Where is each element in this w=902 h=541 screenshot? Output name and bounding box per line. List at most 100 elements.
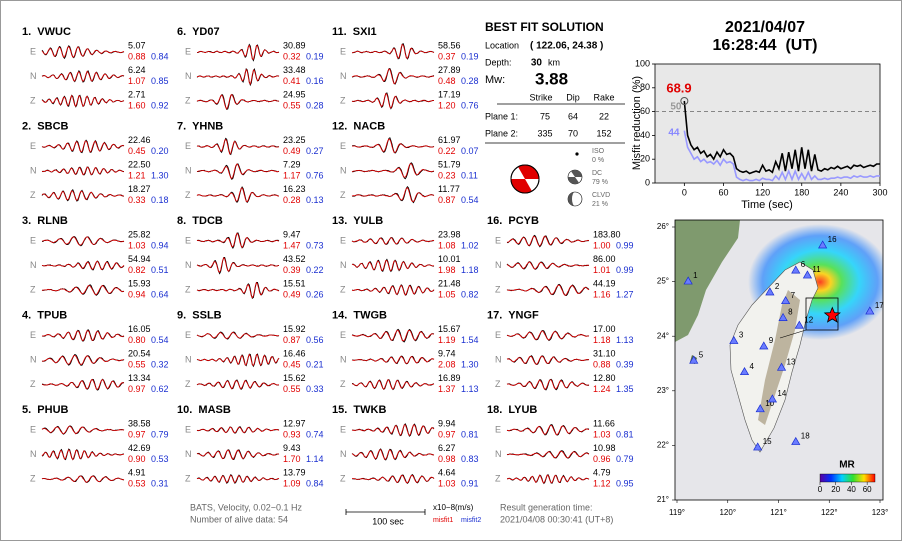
misfit2: 1.13 [616,335,634,345]
misfit1: 0.39 [283,265,301,275]
misfit1: 0.97 [128,429,146,439]
component: E [340,424,346,434]
station-title: 17. YNGF [487,309,539,321]
x-axis-label: Time (sec) [741,199,793,211]
part-name: DC [592,170,602,177]
plane-label: Plane 2: [485,128,518,138]
misfit2: 0.92 [151,100,169,110]
station-label: 15 [763,437,772,446]
misfit2: 0.85 [151,76,169,86]
amplitude: 7.29 [283,159,301,169]
misfit1: 1.37 [438,384,456,394]
map-x-tick-label: 121° [770,508,787,517]
station-label: 9 [769,336,774,345]
waveform-synthetic [506,450,590,459]
misfit2: 0.74 [306,429,324,439]
amplitude: 31.10 [593,348,616,358]
y-tick-label: 40 [640,130,650,140]
legend-misfit2: misfit2 [461,517,481,524]
misfit1: 1.08 [438,240,456,250]
misfit-line [683,130,880,182]
amplitude: 12.80 [593,373,616,383]
component: Z [30,284,36,294]
amplitude: 23.98 [438,229,461,239]
waveform-synthetic [352,68,434,85]
component: E [185,424,191,434]
misfit2: 0.79 [616,454,634,464]
station-marker [759,341,769,350]
waveform-synthetic [351,284,435,296]
station-title: 7. YHNB [177,120,223,132]
waveform-synthetic [351,356,435,364]
misfit2: 0.95 [616,478,634,488]
component: Z [340,95,346,105]
amplitude: 5.07 [128,40,146,50]
misfit2: 0.81 [461,429,479,439]
misfit2: 0.22 [306,265,324,275]
station-label: 12 [804,315,813,324]
misfit1: 1.19 [438,335,456,345]
part-name: ISO [592,148,605,155]
component: E [185,46,191,56]
misfit2: 0.56 [306,335,324,345]
station-label: 6 [801,260,806,269]
misfit2: 1.35 [616,384,634,394]
misfit1: 1.03 [438,478,456,488]
misfit1: 0.90 [128,454,146,464]
y-tick-label: 80 [640,82,650,92]
misfit1: 0.94 [128,289,146,299]
misfit2: 0.64 [151,289,169,299]
waveform-synthetic [41,475,125,483]
station-label: 5 [699,350,704,359]
waveform-synthetic [42,166,124,176]
misfit1: 0.49 [283,146,301,156]
station-label: 8 [788,308,793,317]
station-title: 14. TWGB [332,309,387,321]
station-label: 13 [787,357,796,366]
amplitude: 12.97 [283,418,306,428]
part-name: CLVD [592,192,610,199]
amplitude: 16.23 [283,184,306,194]
amplitude: 17.00 [593,324,616,334]
station-label: 1 [693,271,698,280]
amplitude: 2.71 [128,89,146,99]
misfit1: 0.37 [438,51,456,61]
colorbar-tick-label: 60 [863,485,872,494]
misfit2: 0.11 [461,170,478,180]
station-title: 15. TWKB [332,404,386,416]
station-title: 2. SBCB [22,120,69,132]
waveform-synthetic [42,378,125,390]
x-tick-label: 240 [833,187,848,197]
x-tick-label: 300 [872,187,887,197]
misfit-line [683,100,880,175]
component: Z [340,473,346,483]
station-marker [776,362,787,371]
x-tick-label: 60 [718,187,728,197]
component: N [185,71,192,81]
station-marker [791,436,801,445]
misfit1: 1.00 [593,240,611,250]
station-label: 3 [739,331,744,340]
amplitude: 30.89 [283,40,306,50]
plane-value: 75 [540,111,550,121]
amplitude: 58.56 [438,40,461,50]
waveform-synthetic [41,449,125,461]
amplitude: 6.27 [438,443,456,453]
amplitude: 33.48 [283,65,306,75]
component: Z [340,284,346,294]
depth-unit: km [548,57,560,67]
solution-title: BEST FIT SOLUTION [485,20,604,34]
misfit1: 0.45 [283,359,301,369]
misfit1: 1.12 [593,478,611,488]
misfit2: 1.02 [461,240,479,250]
station-title: 3. RLNB [22,215,68,227]
beachball [510,164,540,194]
map-y-tick-label: 22° [657,441,669,450]
misfit1: 0.97 [438,429,456,439]
component: Z [495,284,501,294]
waveform-synthetic [197,353,280,366]
misfit1: 1.18 [593,335,611,345]
waveform-synthetic [352,92,435,109]
amplitude: 11.77 [438,184,460,194]
misfit1: 0.28 [283,195,301,205]
